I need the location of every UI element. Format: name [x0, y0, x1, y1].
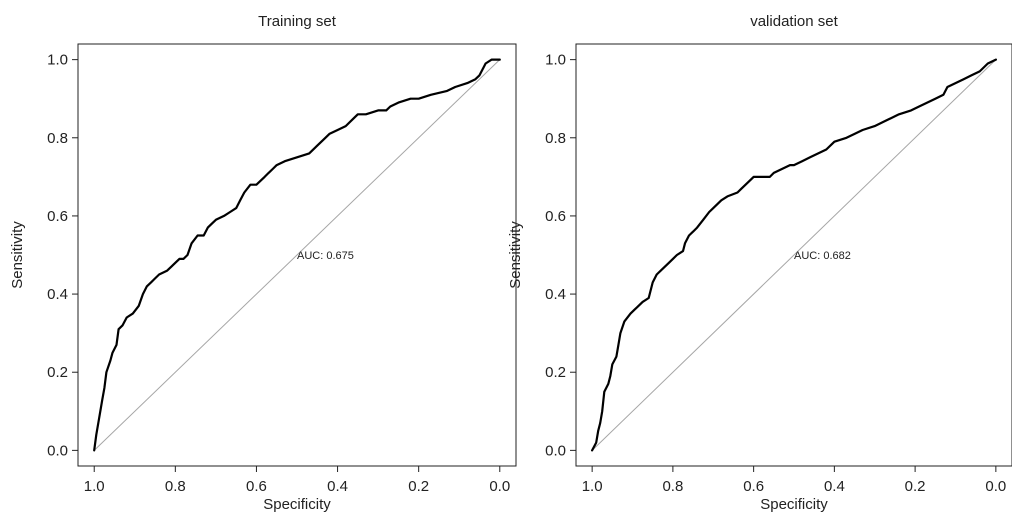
x-tick-label: 0.0 — [489, 478, 510, 495]
x-tick-label: 0.8 — [662, 478, 683, 495]
x-tick-label: 0.2 — [408, 478, 429, 495]
roc-panel-2: validation set 1.0 0.8 0.6 0.4 0.2 0.0 0.0 0.2 0.… — [507, 13, 1012, 513]
auc-annotation: AUC: 0.682 — [794, 250, 851, 262]
y-tick-label: 0.0 — [545, 442, 566, 459]
y-tick-label: 0.2 — [47, 364, 68, 381]
y-tick-label: 0.2 — [545, 364, 566, 381]
x-tick-label: 0.2 — [905, 478, 926, 495]
y-tick-label: 0.4 — [47, 286, 68, 303]
chart-title: Training set — [258, 13, 337, 30]
chart-title: validation set — [750, 13, 838, 30]
x-tick-label: 0.8 — [165, 478, 186, 495]
plot-frame — [575, 43, 1012, 467]
y-tick-label: 0.4 — [545, 286, 566, 303]
x-tick-label: 0.6 — [743, 478, 764, 495]
y-tick-label: 0.6 — [47, 208, 68, 225]
y-tick-label: 0.8 — [545, 130, 566, 147]
roc-curve — [591, 58, 997, 452]
y-tick-label: 1.0 — [545, 52, 566, 69]
x-tick-label: 0.4 — [327, 478, 348, 495]
x-axis-label: Specificity — [760, 496, 828, 513]
x-tick-label: 0.6 — [246, 478, 267, 495]
y-axis-label: Sensitivity — [507, 221, 524, 289]
y-tick-label: 1.0 — [47, 52, 68, 69]
x-tick-label: 0.0 — [985, 478, 1006, 495]
roc-panel-1: Training set 1.0 0.8 0.6 0.4 0.2 0.0 0.0 0.2 0.4 0… — [9, 13, 517, 513]
x-tick-label: 0.4 — [824, 478, 845, 495]
y-tick-label: 0.6 — [545, 208, 566, 225]
plot-frame — [77, 43, 517, 467]
reference-diagonal — [591, 59, 997, 451]
y-tick-label: 0.8 — [47, 130, 68, 147]
x-axis-label: Specificity — [263, 496, 331, 513]
x-tick-label: 1.0 — [582, 478, 603, 495]
roc-curve — [93, 58, 501, 452]
x-tick-label: 1.0 — [84, 478, 105, 495]
y-tick-label: 0.0 — [47, 442, 68, 459]
y-axis-label: Sensitivity — [9, 221, 26, 289]
auc-annotation: AUC: 0.675 — [297, 250, 354, 262]
reference-diagonal — [93, 59, 501, 451]
